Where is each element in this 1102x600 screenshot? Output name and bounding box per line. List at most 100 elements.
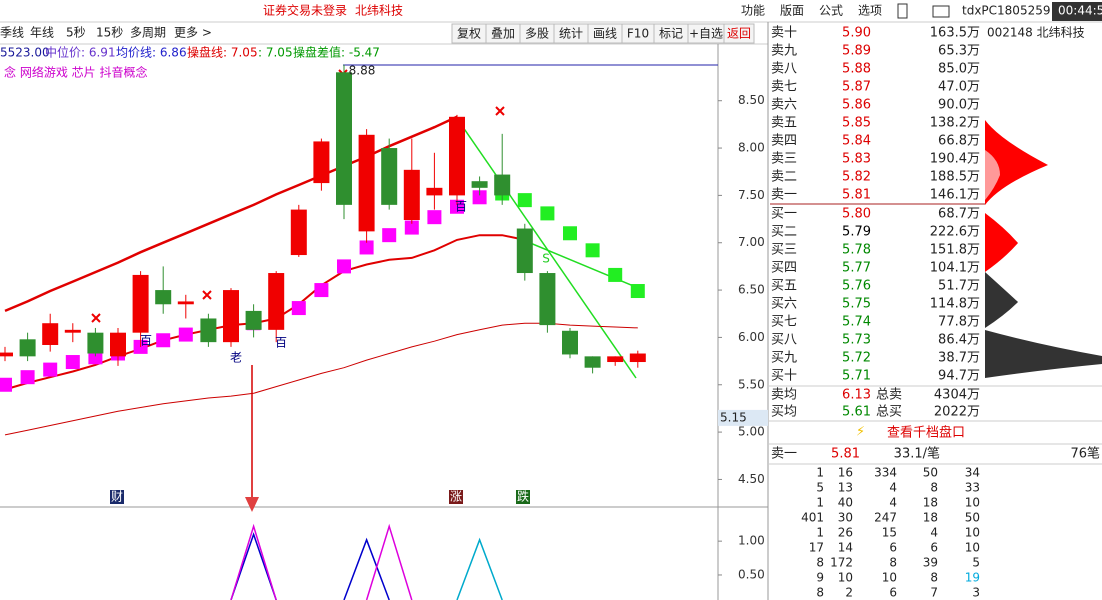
period-tab[interactable]: 5秒 <box>66 26 86 40</box>
event-marker-box[interactable] <box>449 490 463 504</box>
mail-icon[interactable] <box>932 5 950 18</box>
menu-item[interactable]: 功能 <box>741 4 765 18</box>
queue-cell: 5 <box>816 481 824 495</box>
trend-line <box>455 116 637 379</box>
annotation: 8.88 <box>349 64 376 78</box>
toolbar-button[interactable] <box>723 23 755 44</box>
book-label: 买六 <box>771 297 797 312</box>
queue-cell: 15 <box>882 526 897 540</box>
queue-cell: 19 <box>965 571 980 585</box>
event-marker-box[interactable] <box>110 490 124 504</box>
period-tab[interactable]: 多周期 <box>130 26 166 40</box>
toolbar-button-label[interactable]: +自选 <box>689 27 723 41</box>
book-volume: 51.7万 <box>938 279 980 294</box>
top-bar <box>0 0 1102 22</box>
book-price: 5.77 <box>842 261 871 276</box>
book-volume: 90.0万 <box>938 98 980 113</box>
book-label: 卖四 <box>771 134 797 149</box>
signal-block <box>65 355 80 370</box>
oscillator-line <box>230 523 413 600</box>
book-price: 5.84 <box>842 134 871 149</box>
period-tab[interactable]: 年线 <box>30 26 54 40</box>
phone-icon[interactable] <box>897 3 908 19</box>
candle-body <box>584 356 601 368</box>
summary-label: 总卖 <box>876 388 902 403</box>
y-tick-label: 1.00 <box>738 534 765 548</box>
toolbar-button-label[interactable]: 复权 <box>457 27 481 41</box>
menu-item[interactable]: 选项 <box>858 4 882 18</box>
depth-shape <box>985 272 1018 328</box>
lightning-icon: ⚡ <box>856 425 865 440</box>
queue-cell: 33 <box>965 481 980 495</box>
book-volume: 104.1万 <box>930 261 980 276</box>
signal-block <box>88 350 103 365</box>
event-marker[interactable]: 涨 <box>450 489 462 504</box>
indicator: 均价线: 6.86 <box>116 46 187 60</box>
queue-cell: 8 <box>816 556 824 570</box>
oscillator-line <box>456 537 503 600</box>
book-label: 卖均 <box>771 388 797 403</box>
queue-cell: 14 <box>838 541 853 555</box>
annotation: S <box>542 252 550 266</box>
period-tab[interactable]: 季线 <box>0 26 24 40</box>
oscillator-line <box>230 532 390 600</box>
period-tab[interactable]: 15秒 <box>96 26 123 40</box>
stock-header: 002148 北纬科技 <box>987 26 1085 40</box>
queue-cell: 6 <box>889 541 897 555</box>
login-status: 证券交易未登录 <box>263 3 347 18</box>
book-price: 5.61 <box>842 405 871 420</box>
candle-body <box>223 290 239 343</box>
event-marker[interactable]: 财 <box>111 490 123 504</box>
toolbar-button-label[interactable]: 叠加 <box>491 27 515 41</box>
book-volume: 65.3万 <box>938 44 980 59</box>
toolbar-button-label[interactable]: 画线 <box>593 27 617 41</box>
book-price: 5.76 <box>842 279 871 294</box>
book-price: 5.80 <box>842 207 871 222</box>
queue-cell: 7 <box>930 586 938 600</box>
toolbar-button-label[interactable]: F10 <box>627 27 649 41</box>
book-label: 卖五 <box>771 116 797 131</box>
event-marker[interactable]: 跌 <box>517 489 529 504</box>
book-label: 买三 <box>771 243 797 258</box>
event-marker-box[interactable] <box>516 490 530 504</box>
book-label: 买四 <box>771 261 797 276</box>
book-volume: 222.6万 <box>930 225 980 240</box>
candle-body <box>290 209 307 256</box>
toolbar-button-label[interactable]: 返回 <box>727 27 751 41</box>
toolbar-button-label[interactable]: 多股 <box>525 27 549 41</box>
annotation: 老 <box>230 351 242 365</box>
concepts: 念 网络游戏 芯片 抖音概念 <box>4 65 147 80</box>
moving-average <box>4 234 526 391</box>
queue-cell: 1 <box>816 526 824 540</box>
queue-cell: 247 <box>874 511 897 525</box>
toolbar-button-label[interactable]: 标记 <box>659 27 683 41</box>
queue-cell: 13 <box>838 481 853 495</box>
queue-cell: 6 <box>889 586 897 600</box>
depth-shape <box>985 150 1000 200</box>
menu-item[interactable]: 公式 <box>819 4 843 18</box>
signal-block <box>0 377 12 392</box>
book-price: 5.89 <box>842 44 871 59</box>
signal-block <box>314 283 329 298</box>
book-price: 5.88 <box>842 62 871 77</box>
queue-cell: 18 <box>923 511 938 525</box>
clock-box <box>1052 2 1102 21</box>
annotation: 百 <box>140 334 152 348</box>
queue-cell: 16 <box>838 466 853 480</box>
book-volume: 94.7万 <box>938 369 980 384</box>
queue-cell: 10 <box>882 571 897 585</box>
menu-item[interactable]: 版面 <box>780 4 804 18</box>
book-price: 5.75 <box>842 297 871 312</box>
y-tick-label: 7.50 <box>738 188 765 202</box>
depth-link[interactable]: 查看千档盘口 <box>887 425 965 441</box>
candle-body <box>42 323 59 345</box>
queue-cell: 401 <box>801 511 824 525</box>
candle-body <box>629 353 646 363</box>
period-tab[interactable]: 更多 > <box>174 26 212 40</box>
book-volume: 38.7万 <box>938 351 980 366</box>
y-tick-label: 0.50 <box>738 567 765 581</box>
indicator: 5523.00 <box>0 46 50 60</box>
toolbar-button-label[interactable]: 统计 <box>559 27 583 41</box>
